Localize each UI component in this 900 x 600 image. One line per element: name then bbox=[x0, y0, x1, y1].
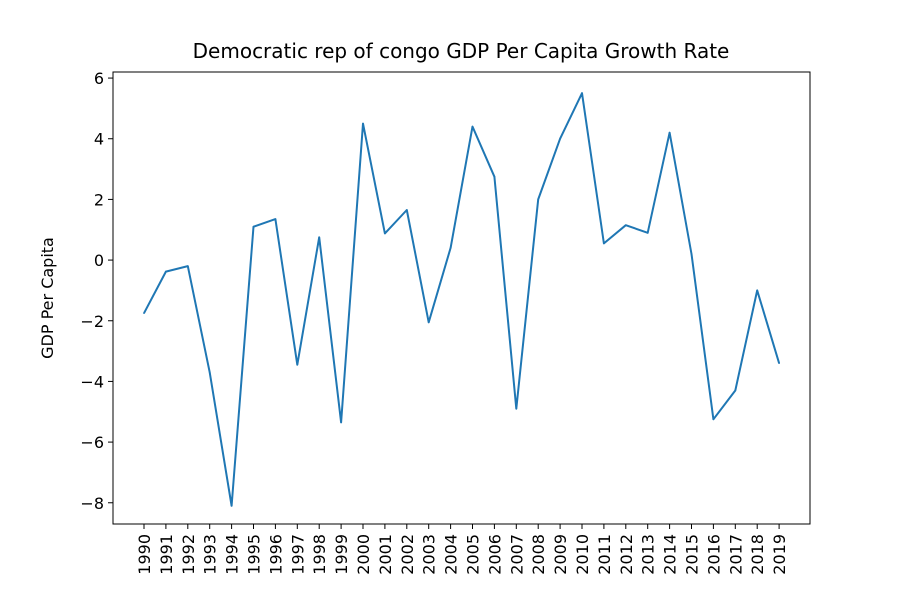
y-tick-label: −2 bbox=[80, 312, 104, 331]
x-tick-label: 1993 bbox=[201, 534, 220, 575]
data-point bbox=[471, 125, 474, 128]
x-tick-label: 1998 bbox=[310, 534, 329, 575]
data-point bbox=[230, 504, 233, 507]
x-tick-label: 2018 bbox=[748, 534, 767, 575]
x-tick-label: 2000 bbox=[354, 534, 373, 575]
data-point bbox=[340, 421, 342, 424]
y-tick-label: 2 bbox=[94, 190, 104, 209]
x-tick-label: 2004 bbox=[442, 534, 461, 575]
data-point bbox=[712, 418, 715, 421]
x-tick-label: 2009 bbox=[551, 534, 570, 575]
data-point bbox=[559, 137, 561, 140]
data-point bbox=[384, 232, 386, 235]
y-axis-label: GDP Per Capita bbox=[38, 237, 57, 359]
data-point bbox=[274, 218, 277, 220]
data-point bbox=[734, 389, 737, 392]
x-tick-label: 1991 bbox=[157, 534, 176, 575]
data-point bbox=[690, 253, 693, 255]
x-tick-label: 1992 bbox=[179, 534, 198, 575]
x-tick-label: 2007 bbox=[507, 534, 526, 575]
x-tick-label: 1990 bbox=[135, 534, 154, 575]
x-tick-label: 2012 bbox=[617, 534, 636, 575]
data-point bbox=[756, 289, 758, 292]
x-tick-label: 2001 bbox=[376, 534, 395, 575]
data-point bbox=[581, 92, 583, 95]
y-tick-label: 4 bbox=[94, 130, 104, 149]
x-tick-label: 1996 bbox=[266, 534, 285, 575]
data-point bbox=[778, 362, 780, 365]
data-point bbox=[449, 247, 452, 249]
data-point bbox=[427, 321, 430, 324]
data-point bbox=[537, 198, 539, 201]
data-point bbox=[143, 312, 145, 314]
x-tick-label: 1999 bbox=[332, 534, 351, 575]
y-tick-label: −4 bbox=[80, 372, 104, 391]
x-tick-label: 1997 bbox=[288, 534, 307, 575]
data-point bbox=[165, 270, 167, 273]
data-point bbox=[493, 175, 496, 178]
x-tick-label: 2015 bbox=[683, 534, 702, 575]
data-point bbox=[362, 122, 364, 125]
x-tick-label: 2008 bbox=[529, 534, 548, 575]
x-tick-label: 2011 bbox=[595, 534, 614, 575]
x-tick-label: 2014 bbox=[661, 534, 680, 575]
series-line bbox=[143, 92, 781, 507]
data-point bbox=[603, 242, 605, 245]
data-point bbox=[515, 407, 518, 410]
data-point bbox=[252, 225, 255, 228]
axes-frame bbox=[112, 71, 811, 525]
y-tick-label: −8 bbox=[80, 494, 104, 513]
x-tick-label: 1995 bbox=[245, 534, 264, 575]
x-tick-label: 2002 bbox=[398, 534, 417, 575]
x-tick-label: 2013 bbox=[639, 534, 658, 575]
data-point bbox=[668, 131, 671, 134]
x-tick-label: 2016 bbox=[704, 534, 723, 575]
data-point bbox=[406, 209, 408, 211]
data-point bbox=[187, 265, 189, 267]
x-tick-label: 1994 bbox=[223, 534, 242, 575]
chart-title: Democratic rep of congo GDP Per Capita G… bbox=[193, 39, 730, 63]
data-point bbox=[646, 231, 649, 234]
x-tick-label: 2005 bbox=[464, 534, 483, 575]
y-tick-label: 6 bbox=[94, 69, 104, 88]
x-tick-label: 2006 bbox=[485, 534, 504, 575]
data-point bbox=[318, 236, 321, 239]
data-point bbox=[296, 363, 299, 366]
y-tick-label: 0 bbox=[94, 251, 104, 270]
plot-area: −8 −6 −4 −2 0 2 4 6 1990 1991 1992 1993 1994 1995 1996… bbox=[80, 69, 789, 575]
x-tick-label: 2019 bbox=[770, 534, 789, 575]
x-tick-label: 2003 bbox=[420, 534, 439, 575]
x-tick-label: 2017 bbox=[726, 534, 745, 575]
x-tick-label: 2010 bbox=[573, 534, 592, 575]
y-tick-label: −6 bbox=[80, 433, 104, 452]
data-point bbox=[625, 224, 627, 226]
data-point bbox=[208, 371, 211, 374]
